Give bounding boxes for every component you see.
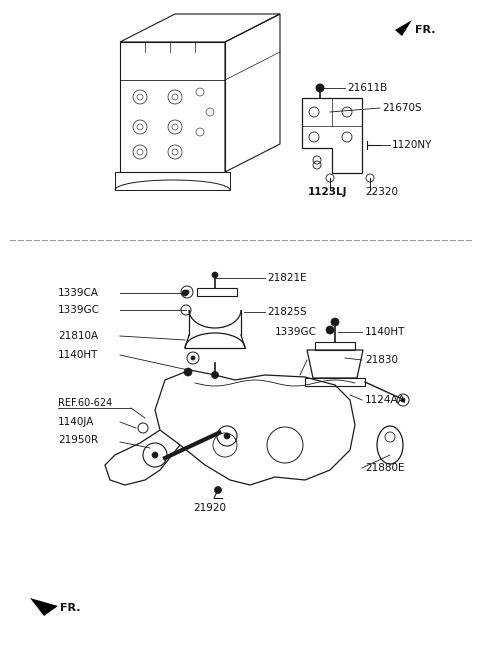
Text: FR.: FR. — [415, 25, 435, 35]
Circle shape — [401, 398, 405, 402]
Circle shape — [152, 452, 158, 458]
Text: 21830: 21830 — [365, 355, 398, 365]
Text: 21920: 21920 — [193, 503, 227, 513]
Text: 1140HT: 1140HT — [365, 327, 406, 337]
Circle shape — [326, 326, 334, 334]
Text: 1140HT: 1140HT — [58, 350, 98, 360]
Circle shape — [185, 290, 189, 294]
Text: 1339GC: 1339GC — [58, 305, 100, 315]
Polygon shape — [30, 598, 58, 616]
Text: REF.60-624: REF.60-624 — [58, 398, 112, 408]
Circle shape — [182, 290, 188, 296]
Circle shape — [212, 272, 218, 278]
Text: 21825S: 21825S — [267, 307, 307, 317]
Text: 1120NY: 1120NY — [392, 140, 432, 150]
Text: FR.: FR. — [60, 603, 81, 613]
Text: 21810A: 21810A — [58, 331, 98, 341]
Text: 21670S: 21670S — [382, 103, 421, 113]
Polygon shape — [395, 20, 412, 36]
Circle shape — [184, 368, 192, 376]
Circle shape — [191, 356, 195, 360]
Text: 1339CA: 1339CA — [58, 288, 99, 298]
Circle shape — [331, 318, 339, 326]
Text: 22320: 22320 — [365, 187, 398, 197]
Text: 1339GC: 1339GC — [275, 327, 317, 337]
Text: 21821E: 21821E — [267, 273, 307, 283]
Text: 1123LJ: 1123LJ — [308, 187, 348, 197]
Text: 21950R: 21950R — [58, 435, 98, 445]
Text: 21611B: 21611B — [347, 83, 387, 93]
Text: 21880E: 21880E — [365, 463, 405, 473]
Text: 1124AA: 1124AA — [365, 395, 406, 405]
Circle shape — [215, 487, 221, 493]
Circle shape — [316, 84, 324, 92]
Text: 1140JA: 1140JA — [58, 417, 95, 427]
Circle shape — [212, 371, 218, 379]
Circle shape — [224, 433, 230, 439]
